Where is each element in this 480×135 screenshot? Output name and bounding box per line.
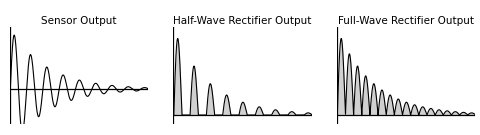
Title: Half-Wave Rectifier Output: Half-Wave Rectifier Output <box>173 16 312 26</box>
Title: Full-Wave Rectifier Output: Full-Wave Rectifier Output <box>338 16 474 26</box>
Title: Sensor Output: Sensor Output <box>41 16 117 26</box>
